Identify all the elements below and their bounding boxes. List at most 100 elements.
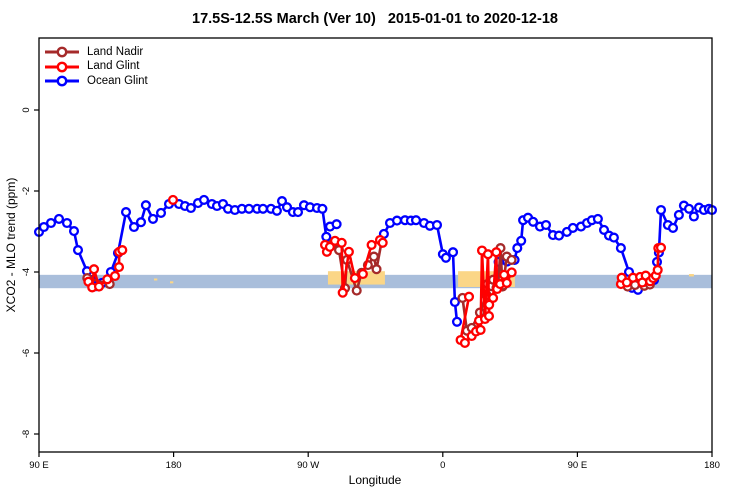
data-point-ocean-glint (391, 215, 403, 226)
data-point-ocean-glint (410, 215, 422, 226)
data-point-ocean-glint (540, 219, 552, 231)
legend-swatch-land-nadir (45, 46, 79, 58)
data-point-ocean-glint (447, 247, 459, 258)
legend-marker-icon (56, 61, 68, 73)
legend-item-land-nadir: Land Nadir (44, 45, 148, 60)
data-point-land-glint (483, 311, 495, 322)
data-point-land-glint (377, 237, 388, 248)
data-point-ocean-glint (135, 217, 147, 228)
data-point-ocean-glint (140, 200, 151, 211)
data-point-land-glint (652, 264, 663, 276)
legend-marker-icon (56, 76, 68, 87)
data-point-ocean-glint (276, 196, 288, 207)
x-tick-label: 90 E (29, 460, 49, 471)
data-point-land-nadir (371, 264, 382, 275)
data-point-land-glint (655, 242, 667, 253)
data-point-ocean-glint (553, 230, 565, 241)
data-point-land-glint (349, 273, 360, 284)
data-point-land-glint (475, 324, 486, 335)
data-point-land-glint (482, 249, 494, 260)
data-point-ocean-glint (198, 194, 210, 205)
data-point-ocean-glint (608, 232, 619, 243)
data-point-land-glint (343, 246, 354, 257)
data-point-ocean-glint (431, 219, 443, 231)
data-point-ocean-glint (449, 296, 460, 308)
data-point-ocean-glint (72, 245, 84, 256)
data-point-ocean-glint (292, 207, 304, 218)
data-point-land-glint (491, 247, 502, 258)
data-point-land-glint (93, 281, 105, 292)
data-point-ocean-glint (451, 316, 463, 327)
data-point-land-nadir (506, 254, 517, 265)
legend-label: Land Nadir (87, 45, 144, 58)
data-point-ocean-glint (688, 211, 699, 222)
data-point-ocean-glint (615, 243, 626, 254)
data-point-land-glint (506, 267, 517, 278)
data-point-ocean-glint (53, 213, 65, 224)
data-point-ocean-glint (516, 235, 527, 246)
data-point-ocean-glint (317, 203, 328, 214)
x-tick-label: 180 (704, 460, 720, 471)
legend-item-land-glint: Land Glint (44, 60, 148, 75)
plot-border (38, 37, 713, 453)
series-line-ocean-glint (37, 198, 328, 288)
data-point-land-nadir (368, 251, 379, 262)
x-tick-label: 0 (440, 460, 445, 471)
y-tick-label: -6 (21, 349, 32, 357)
y-tick-label: -8 (21, 430, 32, 438)
legend-swatch-ocean-glint (45, 76, 79, 87)
data-point-land-glint (109, 270, 121, 282)
x-tick-label: 180 (166, 460, 182, 471)
y-tick-label: -4 (21, 268, 32, 276)
data-point-ocean-glint (243, 203, 255, 214)
data-point-ocean-glint (38, 221, 49, 233)
data-point-ocean-glint (155, 207, 167, 218)
data-point-ocean-glint (673, 209, 684, 220)
data-point-ocean-glint (683, 203, 695, 214)
data-point-land-glint (459, 337, 470, 348)
chart-title: 17.5S-12.5S March (Ver 10) 2015-01-01 to… (192, 11, 558, 27)
data-point-ocean-glint (592, 213, 603, 224)
data-point-ocean-glint (61, 217, 73, 229)
y-tick-label: 0 (21, 107, 32, 112)
data-point-ocean-glint (321, 231, 332, 242)
data-point-ocean-glint (128, 221, 140, 233)
series-line-ocean-glint (382, 218, 459, 324)
data-point-land-glint (621, 277, 632, 288)
legend-swatch-land-glint (45, 61, 79, 73)
land-dash-new-zealand-c (688, 274, 694, 277)
land-dash-new-zealand-b (170, 281, 174, 284)
data-point-ocean-glint (185, 202, 196, 214)
data-point-ocean-glint (512, 243, 523, 254)
data-point-ocean-glint (440, 252, 451, 263)
data-point-land-glint (324, 241, 335, 252)
data-point-land-glint (167, 194, 179, 205)
data-point-land-glint (357, 268, 368, 280)
data-point-ocean-glint (271, 205, 282, 216)
data-point-land-glint (366, 239, 377, 250)
legend-label: Ocean Glint (87, 74, 148, 87)
data-point-ocean-glint (331, 219, 342, 230)
data-point-land-glint (501, 277, 512, 288)
legend-marker-icon (56, 46, 68, 58)
data-point-land-glint (337, 287, 348, 298)
x-axis-title: Longitude (348, 473, 402, 487)
data-point-land-glint (117, 245, 128, 256)
data-point-ocean-glint (68, 226, 80, 237)
data-point-ocean-glint (528, 216, 539, 227)
data-point-ocean-glint (147, 213, 159, 224)
data-point-land-glint (88, 264, 100, 275)
x-tick-label: 90 E (568, 460, 588, 471)
legend: Land Nadir Land Glint Ocean Glint (44, 45, 148, 89)
data-point-land-nadir (351, 285, 362, 296)
legend-label: Land Glint (87, 60, 140, 73)
data-point-ocean-glint (45, 217, 57, 229)
data-point-land-glint (113, 262, 125, 273)
data-point-ocean-glint (257, 203, 269, 214)
data-point-land-glint (463, 291, 475, 302)
x-tick-label: 90 W (297, 460, 319, 471)
data-point-ocean-glint (655, 204, 667, 216)
data-point-ocean-glint (120, 207, 132, 218)
